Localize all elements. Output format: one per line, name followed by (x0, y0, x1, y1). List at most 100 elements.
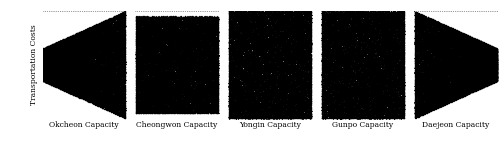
Point (60, 87, 68, 89)
Point (84, 53, 92, 55)
Point (446, 43, 454, 46)
Point (454, 94, 462, 96)
Point (154, 31, 162, 33)
Point (184, 105, 192, 107)
Point (154, 98, 162, 101)
Point (344, 14, 352, 17)
Point (370, 87, 378, 89)
Point (110, 45, 118, 47)
Point (355, 58, 363, 61)
Point (443, 56, 451, 59)
Point (418, 41, 426, 43)
Point (134, 60, 142, 62)
Point (411, 17, 419, 20)
Point (41, 66, 49, 68)
Point (230, 15, 238, 18)
Point (490, 78, 498, 81)
Point (118, 74, 126, 76)
Point (91, 38, 99, 41)
Point (492, 54, 500, 57)
Point (486, 80, 494, 83)
Point (116, 104, 124, 107)
Point (174, 95, 182, 97)
Point (262, 57, 270, 59)
Point (183, 43, 191, 46)
Point (387, 85, 395, 87)
Point (268, 23, 276, 25)
Point (344, 103, 352, 105)
Point (48, 69, 56, 72)
Point (491, 50, 499, 52)
Point (342, 36, 350, 38)
Point (452, 87, 460, 90)
Point (470, 75, 478, 78)
Point (156, 70, 164, 73)
Point (104, 23, 112, 26)
Point (296, 76, 304, 79)
Point (290, 15, 298, 18)
Point (341, 54, 349, 56)
Point (110, 17, 118, 19)
Point (41, 76, 49, 79)
Point (356, 105, 364, 107)
Point (112, 97, 120, 99)
Point (464, 91, 472, 94)
Point (76, 95, 84, 98)
Point (51, 49, 59, 51)
Point (49, 71, 57, 74)
Point (140, 85, 148, 88)
Point (380, 108, 388, 110)
Point (346, 36, 354, 39)
Point (250, 112, 258, 114)
Point (174, 18, 182, 21)
Point (478, 56, 486, 59)
Point (384, 73, 392, 76)
Point (54, 77, 62, 79)
Point (274, 43, 282, 46)
Point (166, 95, 174, 98)
Point (370, 15, 378, 17)
Point (194, 30, 202, 33)
Point (208, 43, 216, 46)
Point (348, 66, 356, 69)
Point (88, 26, 96, 29)
Point (374, 94, 382, 97)
Point (206, 109, 214, 111)
Point (364, 22, 372, 24)
Point (162, 43, 170, 45)
Point (354, 37, 362, 40)
Point (262, 56, 270, 59)
Point (490, 49, 498, 52)
Point (253, 42, 261, 45)
Point (194, 110, 202, 112)
Point (352, 114, 360, 116)
Point (212, 28, 220, 31)
Point (440, 66, 448, 69)
Point (140, 49, 147, 51)
Point (376, 72, 384, 74)
Point (190, 32, 198, 35)
Point (50, 57, 58, 59)
Point (122, 117, 130, 119)
Point (320, 75, 328, 77)
Point (162, 22, 170, 25)
Point (40, 49, 48, 51)
Point (233, 60, 241, 63)
Point (178, 43, 186, 45)
Point (360, 56, 368, 59)
Point (102, 78, 110, 80)
Point (483, 48, 491, 50)
Point (342, 83, 350, 86)
Point (425, 39, 433, 42)
Point (463, 52, 471, 54)
Point (46, 46, 54, 49)
Point (280, 103, 288, 105)
Point (162, 28, 170, 31)
Point (292, 31, 300, 33)
Point (40, 67, 48, 70)
Point (445, 40, 453, 42)
Point (110, 76, 118, 78)
Point (156, 73, 164, 76)
Point (356, 76, 364, 78)
Point (182, 96, 190, 99)
